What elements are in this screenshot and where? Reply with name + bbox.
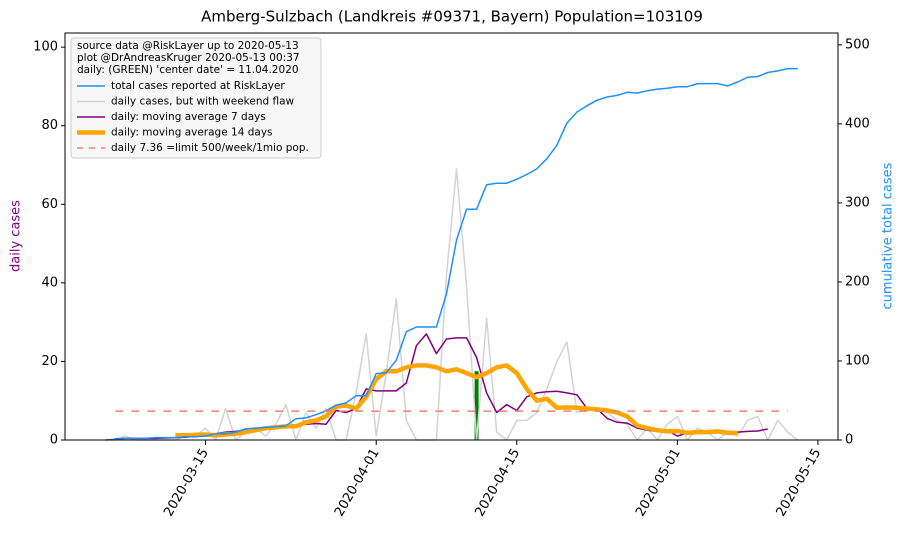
y2-tick-label: 400 [845,116,870,131]
chart-title: Amberg-Sulzbach (Landkreis #09371, Bayer… [201,8,703,26]
x-tick-label: 2020-04-15 [472,446,523,519]
y-axis-label: daily cases [9,200,24,272]
series-line [175,363,738,438]
legend-title: source data @RiskLayer up to 2020-05-13 [77,40,299,52]
plot-area [105,67,799,441]
legend-label: daily: moving average 7 days [111,111,266,123]
x-tick-label: 2020-05-15 [774,446,825,519]
y-tick-label: 100 [33,40,58,55]
y-tick-label: 80 [41,118,58,133]
legend-label: daily cases, but with weekend flaw [111,96,295,108]
legend-title: daily: (GREEN) 'center date' = 11.04.202… [77,64,299,76]
series-line [105,168,799,441]
legend-frame [70,37,322,159]
series-line [105,67,798,441]
legend-label: daily 7.36 =limit 500/week/1mio pop. [111,142,309,154]
x-tick-label: 2020-05-01 [633,446,684,519]
legend-label: daily: moving average 14 days [111,127,273,139]
y2-tick-label: 500 [845,37,870,52]
y-tick-label: 0 [50,433,58,448]
legend: source data @RiskLayer up to 2020-05-13p… [70,37,322,159]
y-tick-label: 60 [41,197,58,212]
y-tick-label: 20 [41,354,58,369]
x-tick-label: 2020-04-01 [332,446,383,519]
y2-tick-label: 200 [845,274,870,289]
y2-axis-label: cumulative total cases [881,162,896,309]
legend-title: plot @DrAndreasKruger 2020-05-13 00:37 [77,52,300,64]
axes-frame [64,32,839,441]
y-tick-label: 40 [41,275,58,290]
y2-tick-label: 0 [845,433,853,448]
center-date-fill [474,371,479,440]
y2-tick-label: 300 [845,195,870,210]
y2-tick-label: 100 [845,353,870,368]
legend-label: total cases reported at RiskLayer [111,80,285,92]
x-tick-label: 2020-03-15 [161,446,212,519]
